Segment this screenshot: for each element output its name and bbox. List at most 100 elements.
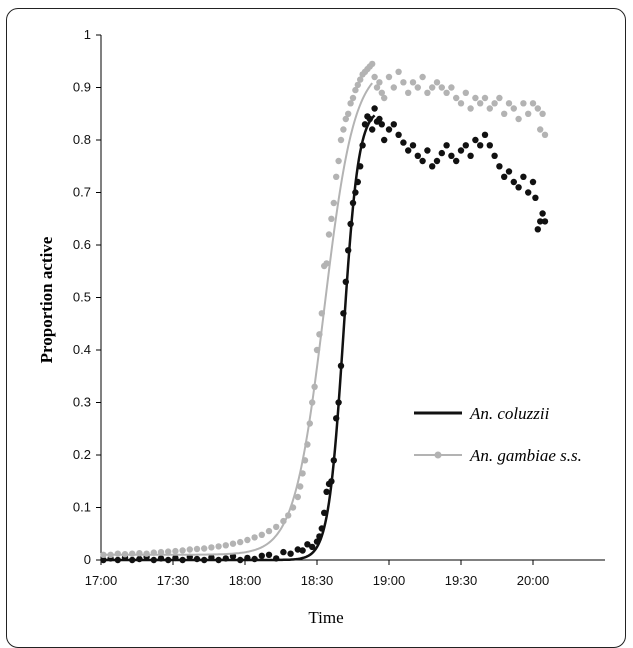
- data-point: [136, 550, 143, 557]
- data-point: [258, 552, 265, 559]
- data-point: [520, 100, 527, 107]
- data-point: [515, 115, 522, 123]
- y-tick-label: 0.7: [73, 185, 91, 200]
- data-point: [424, 89, 431, 97]
- data-point: [114, 550, 122, 557]
- data-point: [429, 84, 436, 91]
- data-point: [477, 100, 484, 107]
- data-point: [251, 555, 258, 563]
- data-point: [297, 483, 304, 490]
- data-point: [345, 247, 352, 254]
- data-point: [373, 84, 381, 91]
- data-point: [273, 555, 280, 562]
- data-point: [390, 121, 397, 128]
- data-point: [510, 105, 517, 112]
- legend-marker-gambiae: [434, 451, 442, 459]
- data-point: [150, 549, 157, 556]
- data-point: [349, 94, 357, 102]
- data-point: [405, 147, 412, 154]
- data-point: [333, 173, 340, 180]
- data-point: [321, 509, 328, 516]
- legend-label-coluzzii: An. coluzzii: [469, 404, 550, 423]
- data-point: [313, 346, 321, 354]
- data-point: [481, 94, 489, 102]
- data-point: [337, 362, 345, 369]
- data-point: [172, 554, 179, 562]
- data-point: [462, 142, 469, 149]
- x-tick-label: 17:30: [157, 573, 190, 588]
- data-point: [400, 139, 407, 146]
- data-point: [457, 147, 465, 154]
- data-point: [340, 310, 347, 317]
- data-point: [376, 79, 383, 86]
- data-point: [505, 100, 513, 107]
- x-tick-label: 20:00: [517, 573, 550, 588]
- fit-line-series-0: [101, 114, 376, 562]
- data-point: [237, 538, 244, 546]
- y-tick-label: 0.8: [73, 132, 91, 147]
- y-tick-label: 0.2: [73, 447, 91, 462]
- data-point: [323, 260, 330, 267]
- data-point: [143, 550, 150, 557]
- data-point: [294, 546, 301, 553]
- data-point: [129, 556, 136, 564]
- data-point: [342, 115, 349, 123]
- data-point: [419, 157, 426, 165]
- data-point: [472, 136, 479, 144]
- data-point: [313, 538, 321, 545]
- y-tick-label: 0.6: [73, 237, 91, 252]
- data-point: [285, 512, 292, 519]
- data-point: [491, 152, 498, 159]
- data-point: [280, 548, 287, 556]
- data-point: [179, 556, 186, 564]
- data-point: [429, 163, 436, 170]
- data-point: [330, 457, 337, 464]
- data-point: [251, 534, 258, 541]
- data-point: [335, 399, 342, 406]
- data-point: [537, 218, 544, 225]
- y-tick-labels: 0 0.1 0.2 0.3 0.4 0.5 0.6 0.7 0.8 0.9 1: [73, 27, 91, 567]
- data-point: [229, 540, 237, 547]
- data-point: [505, 168, 513, 175]
- data-point: [100, 556, 107, 564]
- x-tick-label: 17:00: [85, 573, 118, 588]
- data-point: [525, 110, 532, 118]
- y-tick-label: 0.4: [73, 342, 91, 357]
- data-point: [273, 523, 280, 531]
- data-point: [414, 84, 421, 91]
- data-point: [340, 126, 347, 133]
- data-point: [354, 178, 361, 186]
- series-0: [100, 105, 549, 564]
- data-point: [486, 142, 493, 149]
- data-point: [414, 152, 421, 159]
- data-point: [323, 488, 330, 495]
- data-point: [443, 89, 450, 97]
- data-point: [443, 142, 450, 149]
- data-point: [433, 79, 441, 86]
- x-tick-label: 19:30: [445, 573, 478, 588]
- data-point: [361, 121, 369, 128]
- legend-label-gambiae: An. gambiae s.s.: [469, 446, 582, 465]
- data-point: [467, 152, 474, 159]
- data-point: [477, 142, 484, 149]
- data-point: [294, 493, 301, 501]
- data-point: [378, 89, 385, 97]
- data-point: [467, 105, 474, 112]
- x-axis-title: Time: [308, 608, 343, 627]
- data-point: [244, 536, 251, 544]
- data-point: [352, 189, 359, 196]
- data-point: [309, 543, 316, 551]
- data-point: [328, 215, 335, 222]
- data-point: [369, 60, 376, 68]
- data-point: [496, 94, 503, 102]
- data-point: [121, 551, 129, 558]
- data-point: [165, 548, 172, 555]
- data-point: [316, 331, 323, 338]
- data-point: [193, 555, 201, 563]
- data-point: [265, 551, 273, 558]
- data-point: [534, 105, 541, 112]
- data-point: [325, 231, 333, 238]
- x-tick-label: 19:00: [373, 573, 406, 588]
- data-point: [352, 86, 359, 94]
- data-point: [237, 556, 244, 564]
